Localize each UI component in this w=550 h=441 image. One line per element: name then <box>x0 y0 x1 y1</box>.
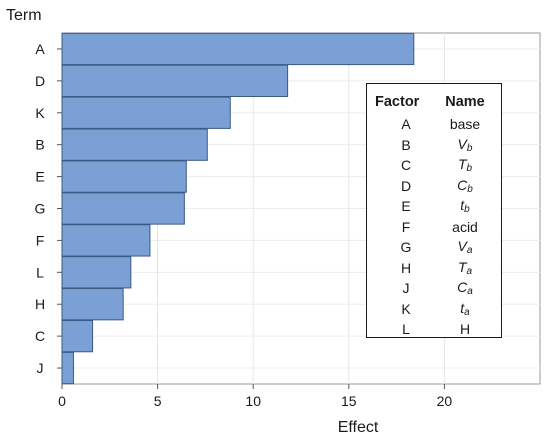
legend-header-factor: Factor <box>375 94 420 110</box>
x-axis-title: Effect <box>338 419 379 436</box>
legend-factor: K <box>401 300 411 317</box>
bar-L <box>61 256 132 289</box>
legend-row-C: C Tb <box>375 155 493 176</box>
bar-C <box>61 320 94 353</box>
bar-J <box>61 351 74 385</box>
bar-D <box>61 64 289 97</box>
y-tick-label-D: D <box>35 73 45 89</box>
legend-row-D: D Cb <box>375 176 493 197</box>
y-tick-label-F: F <box>36 232 45 248</box>
bar-B <box>61 128 208 161</box>
y-tick-label-H: H <box>35 296 45 312</box>
legend-name: Cb <box>457 176 473 195</box>
legend-row-G: G Va <box>375 237 493 258</box>
bar-E <box>61 160 187 193</box>
bar-H <box>61 288 124 321</box>
legend-name: tb <box>460 197 470 216</box>
x-tick-label-0: 0 <box>58 393 66 409</box>
y-tick-label-A: A <box>35 41 45 57</box>
y-tick-label-J: J <box>37 360 44 376</box>
y-tick-label-K: K <box>35 105 45 121</box>
y-tick-label-B: B <box>35 137 44 153</box>
legend-factor: E <box>401 198 411 215</box>
y-tick-label-E: E <box>35 169 44 185</box>
x-tick-label-15: 15 <box>341 393 357 409</box>
x-tick-label-5: 5 <box>154 393 162 409</box>
legend-name: Va <box>457 238 473 257</box>
legend-name: Ta <box>457 258 473 277</box>
legend-factor: C <box>400 157 412 174</box>
y-tick-label-C: C <box>35 328 45 344</box>
legend-factor: D <box>400 177 412 194</box>
legend-factor: G <box>400 239 412 256</box>
legend-name: Tb <box>457 156 473 175</box>
y-tick-label-G: G <box>35 201 46 217</box>
legend-row-H: H Ta <box>375 258 493 279</box>
legend-factor: B <box>401 136 411 153</box>
legend-factor: L <box>402 321 410 338</box>
legend-name: ta <box>460 299 470 318</box>
legend-header: Factor Name <box>375 90 493 114</box>
legend-factor: A <box>401 116 411 133</box>
legend-name: Ca <box>457 279 473 298</box>
legend-name: acid <box>452 218 478 235</box>
legend-factor: J <box>402 280 410 297</box>
legend-header-name: Name <box>445 94 485 110</box>
bar-F <box>61 224 151 257</box>
y-tick-label-L: L <box>36 264 44 280</box>
bar-G <box>61 192 185 225</box>
legend-factor: H <box>400 259 412 276</box>
x-tick-label-10: 10 <box>245 393 261 409</box>
legend-name: base <box>449 116 481 133</box>
legend-row-B: B Vb <box>375 135 493 156</box>
legend-name: H <box>459 321 471 338</box>
bar-K <box>61 96 231 129</box>
legend-factor: F <box>401 218 411 235</box>
bar-A <box>61 32 415 66</box>
x-tick-labels: 0 5 10 15 20 <box>58 384 452 409</box>
y-axis-title: Term <box>6 7 42 24</box>
legend-name: Vb <box>457 135 473 154</box>
bars <box>61 32 415 385</box>
legend-row-J: J Ca <box>375 278 493 299</box>
x-tick-label-20: 20 <box>437 393 453 409</box>
